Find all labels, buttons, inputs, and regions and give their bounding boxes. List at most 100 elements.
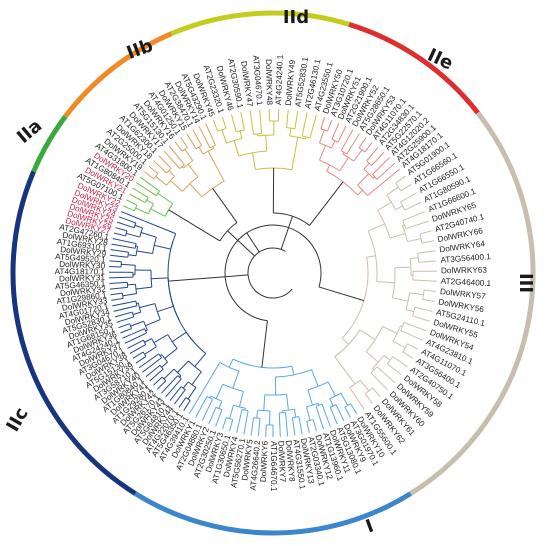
branch	[157, 380, 167, 390]
clade-label-IId: IId	[283, 7, 309, 28]
branch	[129, 323, 132, 329]
branch	[194, 353, 207, 367]
branch	[238, 391, 244, 407]
branch	[165, 378, 182, 398]
branch	[228, 405, 234, 419]
leaf-label: DolWRKY48	[264, 59, 274, 106]
branch	[205, 123, 216, 146]
branch	[182, 381, 189, 389]
branch	[143, 171, 154, 180]
branch	[167, 277, 174, 307]
branch	[395, 205, 403, 211]
branch	[159, 194, 173, 205]
branch	[240, 112, 245, 130]
branch	[181, 146, 188, 152]
branch	[168, 170, 175, 177]
branch	[358, 137, 367, 149]
branch	[186, 133, 197, 150]
branch	[302, 135, 311, 139]
branch	[345, 370, 356, 385]
branch	[264, 393, 287, 396]
branch	[365, 351, 379, 363]
branch	[359, 379, 370, 392]
branch	[412, 315, 430, 322]
branch	[180, 386, 186, 391]
branch	[392, 297, 409, 302]
branch	[392, 325, 402, 342]
branch	[228, 358, 234, 368]
branch	[111, 297, 124, 301]
branch	[168, 209, 221, 242]
branch	[169, 292, 196, 344]
branch	[318, 286, 365, 302]
branch	[187, 163, 199, 178]
branch	[128, 254, 137, 257]
branch	[372, 157, 390, 175]
branch	[129, 344, 146, 354]
leaf-label: DolWRKY7	[276, 441, 287, 483]
branch	[371, 151, 385, 166]
branch	[174, 141, 183, 152]
branch	[188, 403, 196, 415]
branch	[226, 417, 233, 421]
branch	[212, 120, 219, 132]
branch	[116, 316, 134, 323]
branch	[109, 276, 134, 279]
branch	[307, 389, 313, 406]
branch	[110, 292, 123, 296]
branch	[243, 410, 249, 435]
branch	[400, 329, 423, 341]
branch	[113, 305, 138, 312]
branch	[364, 142, 373, 153]
branch	[173, 368, 182, 377]
branch	[359, 329, 376, 341]
branch	[171, 331, 187, 343]
clade-ring-IIe	[348, 21, 480, 115]
leaf-label: DolWRKY30	[59, 260, 106, 271]
branch	[123, 205, 135, 212]
branch	[366, 146, 379, 162]
branch	[132, 351, 144, 359]
branch	[164, 348, 178, 359]
branch	[261, 320, 268, 368]
branch	[112, 300, 136, 307]
branch	[120, 211, 144, 221]
branch	[130, 320, 144, 327]
branch	[291, 152, 296, 170]
branch	[164, 203, 174, 217]
branch	[350, 403, 358, 415]
leaf-label: AT4G18170.1	[55, 267, 106, 276]
leaf-label: DolWRKY6	[259, 440, 270, 482]
branch	[144, 220, 161, 228]
branch	[407, 238, 422, 243]
root-arc	[247, 247, 293, 299]
branch	[249, 110, 255, 135]
branch	[207, 150, 217, 166]
branch	[136, 250, 153, 255]
branch	[284, 412, 289, 437]
leaf-label: AT1G64670.1	[269, 441, 278, 492]
branch	[159, 354, 163, 357]
branch	[206, 395, 213, 400]
branch	[111, 243, 136, 249]
branch	[222, 383, 244, 392]
branch	[389, 232, 406, 239]
branch	[312, 419, 317, 432]
branch	[419, 233, 423, 244]
branch	[178, 397, 187, 408]
branch	[208, 407, 217, 425]
branch	[263, 394, 266, 411]
branch	[221, 116, 227, 129]
branch	[317, 403, 320, 406]
branch	[109, 254, 128, 258]
branch	[309, 114, 317, 139]
branch	[191, 371, 202, 386]
branch	[185, 331, 206, 354]
leaf-label: AT3G56400.1	[440, 252, 491, 265]
branch	[372, 387, 381, 398]
branch	[151, 338, 157, 348]
branch	[168, 145, 185, 165]
branch	[414, 306, 433, 312]
branch	[114, 311, 133, 318]
branch	[192, 129, 203, 146]
